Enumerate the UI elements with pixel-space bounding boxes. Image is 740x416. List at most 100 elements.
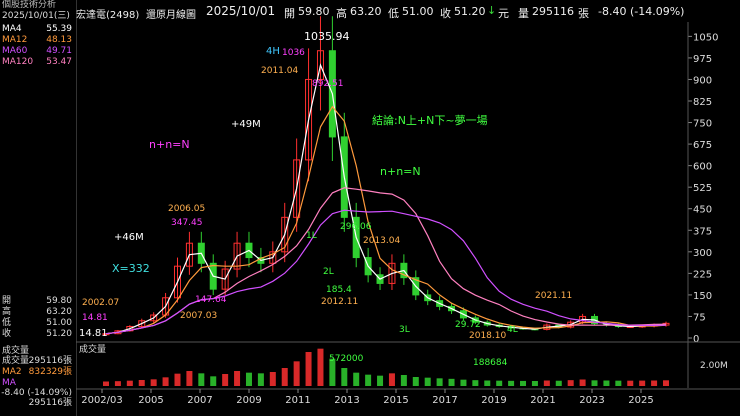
volume-bar (317, 348, 324, 386)
candle (293, 159, 301, 218)
header-date: 2025/10/01 (206, 4, 276, 18)
x-tick-label: 2015 (383, 395, 408, 406)
sidebar-vol-row: MA (2, 378, 74, 388)
y-tick-label: 975 (693, 54, 712, 65)
sidebar-change: -8.40 (-14.09%) (1, 388, 72, 398)
y-tick-label: 75 (693, 312, 706, 323)
sidebar-ma-label: MA120 (2, 57, 34, 67)
x-tick-label: 2021 (530, 395, 555, 406)
volume-bar (341, 368, 348, 386)
price-185-label: 185.4 (326, 285, 352, 295)
sidebar-date: 2025/10/01(三) (2, 11, 70, 21)
candle (173, 265, 181, 299)
ma60-line (105, 209, 667, 335)
volume-bar (269, 372, 276, 386)
price-892-label: 892.51 (312, 79, 344, 89)
date-2018-label: 2018.10 (469, 331, 506, 341)
volume-bar (138, 380, 145, 386)
volume-bar (353, 372, 360, 386)
date-2013-label: 2013.04 (363, 236, 400, 246)
x-tick-label: 2005 (138, 395, 163, 406)
candle (269, 251, 277, 264)
price-296-label: 296.06 (340, 222, 372, 232)
sidebar-ma-value: 49.71 (46, 46, 72, 56)
volume-bar (377, 375, 384, 386)
sidebar-ohlc-value: 51.00 (46, 318, 72, 328)
y-tick-label: 300 (693, 248, 712, 259)
y-tick-label: 825 (693, 97, 712, 108)
volume-bar (245, 372, 252, 386)
volume-bar (555, 380, 562, 386)
sidebar-ma-row: MA60 49.71 (2, 46, 74, 56)
chart-header: 宏達電(2498) 還原月線圖 2025/10/01 開 59.80 高 63.… (76, 0, 740, 28)
price-347-label: 347.45 (171, 218, 203, 228)
close-value: 51.20 (454, 5, 486, 18)
volume-bar (460, 379, 467, 386)
date-2021-label: 2021.11 (535, 291, 572, 301)
sidebar-ohlc-row: 高 63.20 (2, 307, 74, 317)
sidebar-vol-value: 295116張 (28, 356, 72, 366)
price-2972-label: 29.72 (455, 320, 481, 330)
volume-bar (615, 380, 622, 386)
volume-bar (174, 373, 181, 386)
y-tick-label: 450 (693, 205, 712, 216)
sidebar-ohlc-label: 開 (2, 296, 12, 306)
volume-bar (329, 358, 336, 386)
sidebar-ma-row: MA120 53.47 (2, 57, 74, 67)
volume-bar (365, 374, 372, 386)
conclusion-label: 結論:N上+N下~夢一場 (372, 113, 488, 127)
volume-bar (627, 380, 634, 386)
volume-bar (591, 380, 598, 386)
volume-bar (531, 381, 538, 386)
candle (221, 268, 229, 290)
volume-bar (603, 380, 610, 386)
volume-bar (222, 374, 229, 386)
volume-bar (126, 380, 133, 386)
sidebar-ohlc-row: 收 51.20 (2, 329, 74, 339)
sidebar-vol-title: 成交量 (2, 346, 30, 356)
volume-bar (162, 377, 169, 386)
high-value: 63.20 (350, 5, 382, 18)
peak-date-label: 2011.04 (261, 66, 298, 76)
volume-bar (543, 380, 550, 386)
volume-max-label: 2.00M (700, 361, 728, 371)
y-tick-label: 900 (693, 75, 712, 86)
price-chart[interactable]: 0 75 150 225 300 375 450 525 600 675 750 825 900 975 1… (76, 0, 740, 416)
sidebar-ohlc-value: 51.20 (46, 329, 72, 339)
price-1481-upper-label: 14.81 (82, 313, 108, 323)
price-147-label: 147.64 (195, 295, 227, 305)
nnn-label-right: n+n=N (380, 165, 421, 178)
volume-panel-title: 成交量 (79, 343, 106, 355)
volume-bar (496, 380, 503, 386)
x-tick-label: 2002/03 (81, 395, 123, 406)
peak-price-label: 1035.94 (304, 30, 350, 43)
volume-bar (186, 371, 193, 386)
plus49m-label: +49M (231, 119, 261, 130)
volume-bar (520, 380, 527, 386)
leg-4l-label: 4L (507, 325, 518, 335)
candle (138, 320, 146, 328)
y-tick-label: 525 (693, 183, 712, 194)
date-2002-label: 2002.07 (82, 298, 119, 308)
chart-mode: 還原月線圖 (146, 10, 196, 21)
y-tick-label: 0 (693, 334, 699, 345)
sidebar-ohlc-value: 63.20 (46, 307, 72, 317)
candle (388, 262, 396, 284)
x-tick-label: 2011 (285, 395, 310, 406)
sidebar-vol-label: MA2 (2, 367, 22, 377)
sidebar-ohlc-value: 59.80 (46, 296, 72, 306)
volume-bar (210, 376, 217, 386)
sidebar-title: 個股技術分析 (2, 0, 57, 10)
candle (316, 50, 324, 80)
low-label: 低 (388, 7, 399, 20)
h4-label: 4H (266, 46, 280, 57)
high-label: 高 (336, 7, 347, 20)
open-value: 59.80 (298, 5, 330, 18)
volume-bar (281, 368, 288, 386)
volume-bar (234, 371, 241, 386)
candle (305, 78, 313, 161)
sidebar-panel: 個股技術分析 2025/10/01(三) MA4 55.39 MA12 48.13 MA… (0, 0, 77, 416)
leg-2l-label: 2L (323, 267, 334, 277)
volume-bar (484, 380, 491, 386)
x-tick-label: 2009 (236, 395, 261, 406)
